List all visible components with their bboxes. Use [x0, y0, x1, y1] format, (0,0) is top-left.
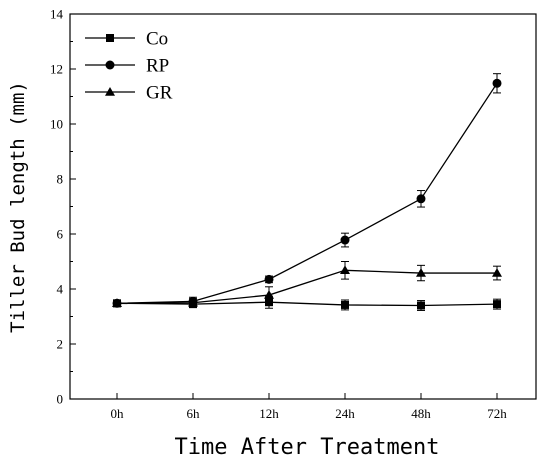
plot-frame [69, 13, 537, 400]
marker-square [106, 34, 114, 42]
x-tick-label: 48h [411, 406, 431, 421]
y-tick-label: 4 [57, 282, 64, 297]
marker-triangle [492, 268, 502, 277]
x-tick-label: 72h [487, 406, 507, 421]
legend-label: GR [146, 83, 173, 104]
y-tick-label: 2 [57, 337, 64, 352]
marker-triangle [264, 290, 274, 299]
y-tick-label: 0 [57, 392, 64, 407]
y-axis-ticks: 0 2 4 6 8 10 12 14 [50, 7, 76, 407]
marker-triangle [112, 298, 122, 308]
y-tick-label: 8 [57, 172, 64, 187]
marker-triangle [340, 265, 350, 275]
marker-square [493, 300, 501, 309]
legend-label: Co [146, 29, 168, 50]
x-tick-label: 12h [259, 406, 279, 421]
x-tick-label: 6h [187, 406, 201, 421]
y-tick-label: 12 [50, 62, 63, 77]
marker-square [417, 301, 425, 310]
marker-triangle [188, 297, 198, 307]
series-layer [112, 73, 502, 311]
y-tick-label: 10 [50, 117, 63, 132]
y-axis-title: Tiller Bud length (mm) [7, 81, 29, 333]
marker-triangle [416, 268, 426, 277]
legend-item-co: Co [85, 29, 168, 50]
y-tick-label: 6 [57, 227, 64, 242]
series-gr [112, 261, 502, 308]
marker-circle [105, 60, 115, 70]
legend-item-rp: RP [85, 56, 169, 77]
legend: Co RP GR [85, 29, 173, 104]
legend-label: RP [146, 56, 169, 77]
marker-circle [492, 78, 502, 88]
marker-triangle [105, 87, 115, 96]
x-tick-label: 0h [111, 406, 125, 421]
x-tick-label: 24h [335, 406, 355, 421]
series-line [116, 269, 497, 304]
marker-circle [264, 274, 274, 284]
y-tick-label: 14 [50, 7, 64, 22]
series-line [116, 301, 498, 307]
marker-circle [340, 235, 350, 245]
legend-item-gr: GR [85, 83, 173, 104]
marker-square [341, 300, 349, 309]
x-axis-ticks: 0h 6h 12h 24h 48h 72h [111, 393, 507, 421]
marker-circle [416, 194, 426, 204]
x-axis-title: Time After Treatment [175, 435, 440, 460]
series-line [116, 82, 498, 304]
